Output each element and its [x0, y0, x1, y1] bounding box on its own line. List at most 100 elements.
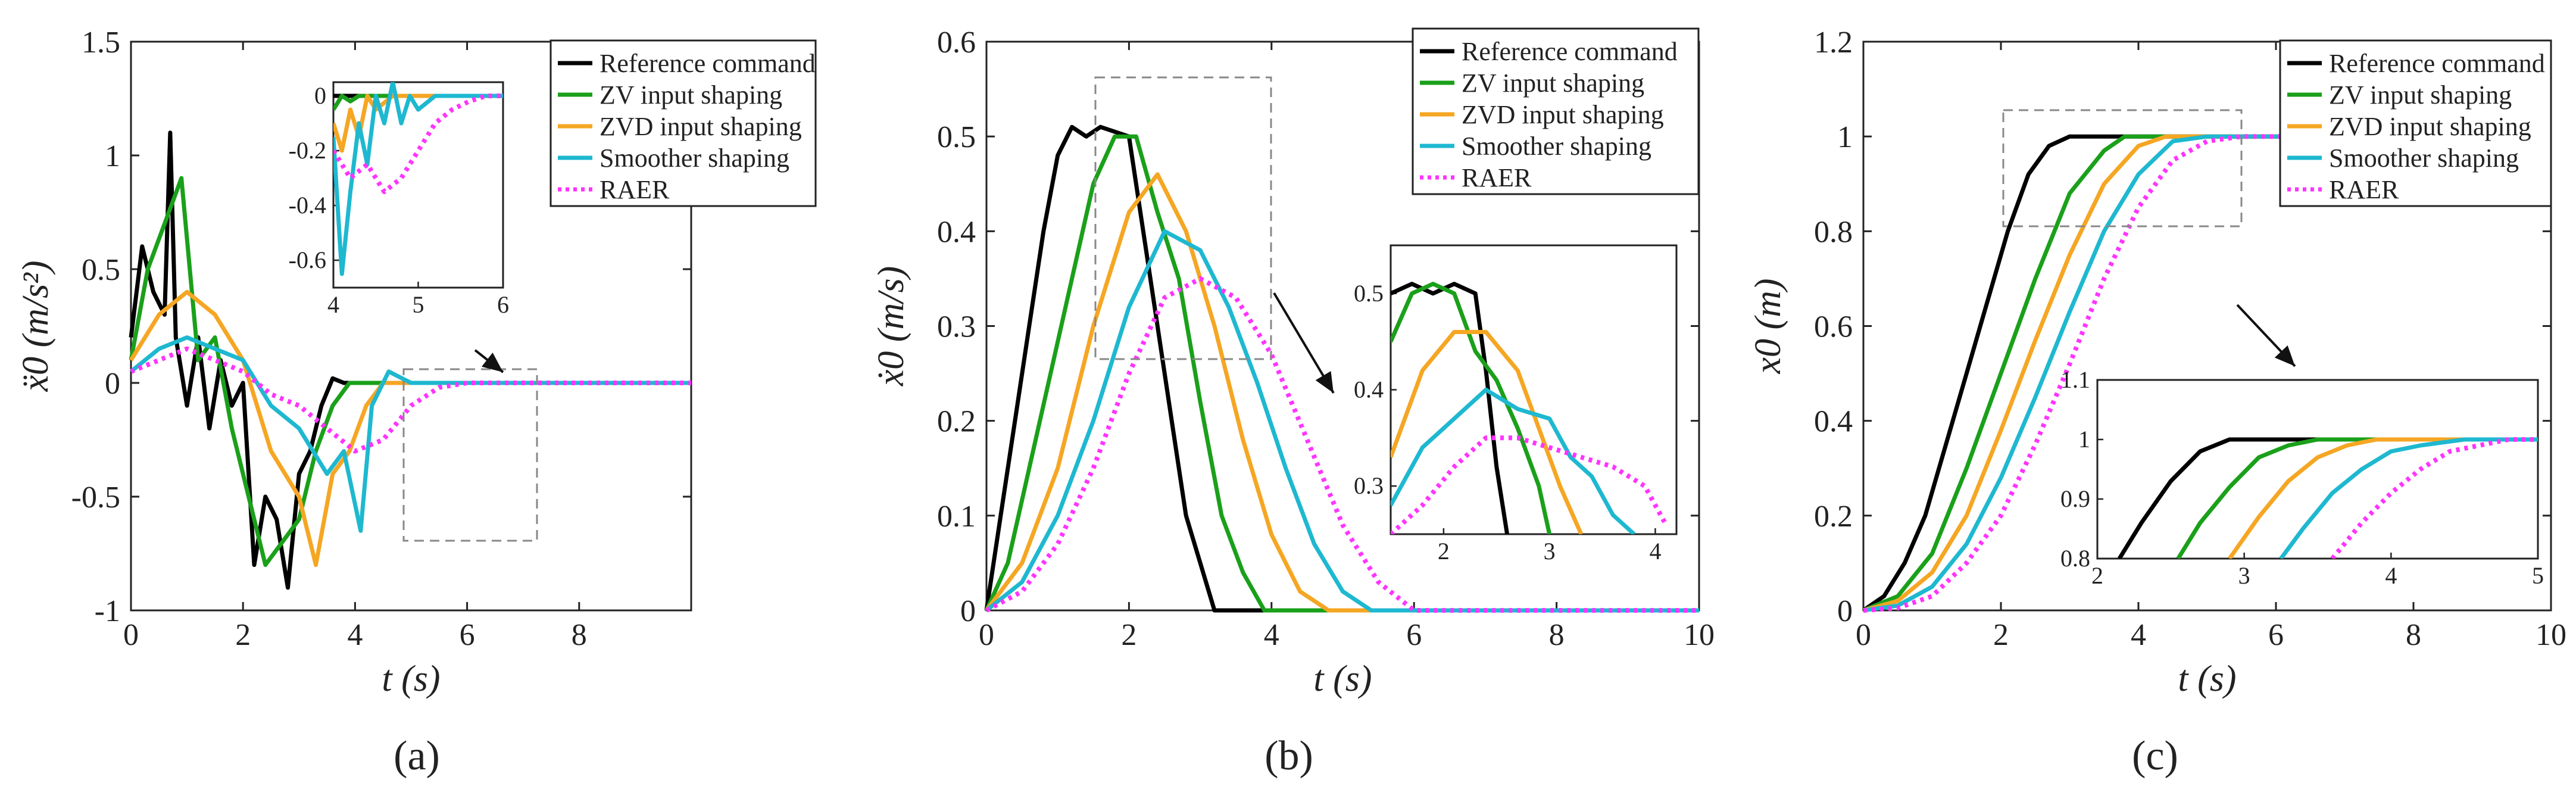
zoom-arrow-head [482, 353, 503, 372]
series-line-4 [1863, 134, 2551, 613]
inset-plot: 2 3 4 5 0.8 0.9 1 1.1 [2060, 366, 2544, 589]
series-line-2 [1862, 134, 2551, 613]
x-tick-label: 4 [2131, 618, 2146, 652]
legend-label: Smoother shaping [599, 144, 789, 173]
zoom-region [2002, 109, 2243, 227]
y-tick-label: 0.6 [1814, 310, 1853, 344]
y-tick-label: -1 [95, 594, 120, 628]
chart-panel-1: 0 2 4 6 8 -1 -0.5 0 0.5 1 1.5 t (s) ẍ0 (m/s²) 4 5 6 0 -0.… [15, 26, 817, 779]
legend-label: RAER [599, 175, 670, 204]
y-tick-label: 1.2 [1814, 26, 1853, 60]
y-tick-label: 1 [105, 139, 120, 173]
chart-panel-3: 0 2 4 6 8 10 0 0.2 0.4 0.6 0.8 1 1.2 t (s) x0 (m) 2 3 4 5 0… [1748, 26, 2566, 779]
inset-plot: 2 3 4 0.3 0.4 0.5 [1354, 244, 1678, 565]
series-line-5 [130, 346, 691, 454]
legend-label: Smoother shaping [1462, 132, 1651, 161]
legend-box [2279, 39, 2552, 207]
y-tick-label: 0.2 [1814, 500, 1853, 534]
inset-series-line-2 [2176, 437, 2538, 559]
inset-x-tick-label: 5 [2532, 562, 2544, 589]
y-tick-label: 1 [1837, 120, 1853, 154]
series-line-3 [1863, 134, 2551, 613]
x-tick-label: 6 [1406, 618, 1422, 652]
panel-label: (b) [1264, 733, 1313, 779]
legend-label: Smoother shaping [2329, 144, 2519, 173]
legend-label: ZV input shaping [1462, 68, 1644, 98]
x-axis-label: t (s) [2178, 659, 2236, 699]
x-tick-label: 0 [1856, 618, 1871, 652]
y-tick-label: 1.5 [82, 26, 120, 60]
x-axis-label: t (s) [1313, 659, 1372, 699]
x-tick-label: 10 [2536, 618, 2566, 652]
zoom-arrow-head [1315, 371, 1334, 393]
x-tick-label: 0 [123, 618, 139, 652]
series-line-2 [984, 134, 1699, 613]
chart-panel-2: 0 2 4 6 8 10 0 0.1 0.2 0.3 0.4 0.5 0.6 t (s) ẋ0 (m/s) 2… [871, 26, 1715, 779]
panel-label: (c) [2132, 733, 2178, 779]
inset-series-line-5 [1391, 435, 1668, 534]
legend-label: ZV input shaping [2329, 80, 2512, 110]
x-tick-label: 8 [2406, 618, 2421, 652]
series-line-2 [129, 176, 691, 568]
zoom-region [402, 368, 538, 542]
y-tick-label: 0 [105, 367, 120, 401]
inset-x-tick-label: 6 [497, 291, 509, 318]
y-tick-label: 0 [1837, 594, 1853, 628]
inset-series-line-1 [1391, 282, 1510, 534]
inset-x-tick-label: 3 [2238, 562, 2250, 589]
y-axis-label: ẍ0 (m/s²) [15, 260, 56, 392]
y-tick-label: 0.5 [82, 253, 120, 287]
inset-x-tick-label: 3 [1544, 538, 1556, 565]
inset-y-tick-label: 0.5 [1354, 280, 1384, 307]
x-tick-label: 4 [347, 618, 363, 652]
legend-label: RAER [2329, 175, 2399, 204]
series-line-1 [129, 130, 691, 590]
series-line-1 [984, 124, 1699, 613]
x-tick-label: 8 [572, 618, 587, 652]
legend-label: Reference command [2329, 49, 2545, 78]
x-tick-label: 8 [1549, 618, 1565, 652]
legend-label: ZV input shaping [599, 80, 782, 110]
x-tick-label: 4 [1264, 618, 1279, 652]
inset-y-tick-label: 1 [2078, 426, 2090, 453]
inset-y-tick-label: 1.1 [2060, 366, 2090, 393]
series-line-4 [129, 335, 691, 533]
inset-series-line-4 [1391, 388, 1636, 534]
y-axis-label: x0 (m) [1748, 278, 1788, 374]
inset-y-tick-label: 0.8 [2060, 545, 2090, 572]
series-line-5 [1863, 134, 2551, 613]
inset-y-tick-label: 0.4 [1354, 376, 1384, 403]
y-tick-label: 0.1 [937, 500, 976, 534]
inset-x-tick-label: 5 [413, 291, 424, 318]
legend-label: ZVD input shaping [2329, 112, 2531, 141]
inset-series-line-4 [2279, 437, 2538, 559]
legend-box [549, 39, 817, 207]
legend-label: RAER [1462, 163, 1532, 192]
x-tick-label: 2 [1993, 618, 2009, 652]
x-tick-label: 0 [979, 618, 994, 652]
inset-y-tick-label: 0 [314, 82, 326, 109]
y-axis-label: ẋ0 (m/s) [871, 266, 911, 386]
y-tick-label: 0 [960, 594, 976, 628]
zoom-region [1094, 76, 1272, 360]
x-tick-label: 6 [460, 618, 475, 652]
legend-box [1412, 27, 1700, 195]
y-tick-label: 0.4 [1814, 405, 1853, 439]
y-tick-label: 0.5 [937, 120, 976, 154]
inset-series-line-5 [333, 93, 503, 194]
x-axis-label: t (s) [382, 659, 440, 699]
x-tick-label: 10 [1684, 618, 1715, 652]
series-line-4 [985, 229, 1699, 613]
series-line-3 [129, 289, 691, 568]
inset-y-tick-label: -0.6 [289, 247, 326, 273]
inset-frame [2096, 379, 2539, 560]
legend-label: Reference command [599, 49, 816, 78]
series-line-3 [985, 172, 1699, 613]
legend-label: ZVD input shaping [599, 112, 802, 141]
x-tick-label: 2 [1121, 618, 1136, 652]
panel-label: (a) [394, 733, 440, 779]
